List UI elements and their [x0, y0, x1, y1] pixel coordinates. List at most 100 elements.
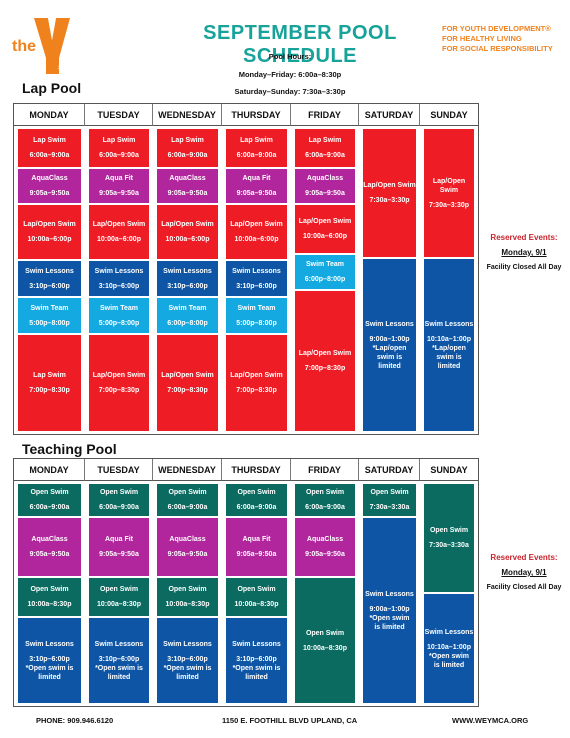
schedule-block: Lap/Open Swim 7:00p–8:30p	[88, 334, 150, 432]
block-time: 10:10a–1:00p	[427, 643, 471, 651]
block-activity: Lap/Open Swim	[161, 372, 214, 379]
block-time: 9:05a–9:50a	[167, 190, 208, 197]
block-activity: Aqua Fit	[242, 536, 271, 543]
block-time: 10:00a–8:30p	[165, 601, 210, 608]
block-activity: Lap/Open Swim	[298, 218, 352, 225]
schedule-block: Open Swim 10:00a–8:30p	[294, 577, 356, 704]
block-activity: Lap/Open Swim	[23, 221, 76, 228]
schedule-block: Swim Lessons 3:10p–6:00p *Open swim is lim…	[156, 617, 219, 704]
block-activity: Open Swim	[237, 489, 276, 496]
day-header-monday: MONDAY	[14, 104, 85, 126]
block-activity: Swim Lessons	[424, 320, 474, 328]
day-header-tuesday: TUESDAY	[85, 459, 153, 481]
schedule-block: Swim Team 5:00p–8:00p	[88, 297, 150, 334]
teaching-reserved-events: Reserved Events: Monday, 9/1 Facility Cl…	[480, 553, 568, 591]
block-note: *Lap/open swim is limited	[372, 344, 407, 370]
tagline-line: FOR YOUTH DEVELOPMENT®	[442, 24, 551, 33]
block-activity: Swim Team	[237, 304, 276, 312]
block-activity: AquaClass	[31, 536, 68, 543]
schedule-block: Lap/Open Swim 7:00p–8:30p	[156, 334, 219, 432]
schedule-block: Lap/Open Swim 10:00a–6:00p	[156, 204, 219, 260]
block-activity: Swim Lessons	[365, 590, 414, 598]
block-activity: Lap/Open Swim	[432, 177, 466, 194]
schedule-block: Lap/Open Swim 10:00a–6:00p	[225, 204, 288, 260]
block-activity: Lap/Open Swim	[161, 221, 214, 228]
block-time: 6:00a–9:00a	[167, 152, 208, 159]
lap-pool-schedule: MONDAY TUESDAY WEDNESDAY THURSDAY FRIDAY SATU…	[13, 103, 479, 435]
schedule-block: Lap Swim 6:00a–9:00a	[225, 128, 288, 168]
day-header-sunday: SUNDAY	[420, 459, 478, 481]
block-activity: Lap Swim	[33, 137, 66, 144]
block-activity: Open Swim	[30, 586, 69, 593]
lap-pool-title: Lap Pool	[22, 80, 82, 96]
block-activity: Swim Team	[100, 304, 138, 312]
block-activity: Lap Swim	[308, 137, 342, 144]
block-activity: Open Swim	[305, 489, 345, 496]
block-time: 3:10p–6:00p	[98, 282, 140, 290]
day-header-thursday: THURSDAY	[222, 104, 291, 126]
block-activity: AquaClass	[169, 536, 206, 543]
schedule-block: Open Swim 6:00a–9:00a	[88, 483, 150, 517]
schedule-block: Swim Team 6:00p–8:00p	[156, 297, 219, 334]
block-time: 10:00a–8:30p	[303, 644, 347, 652]
block-time: 3:10p–6:00p	[167, 282, 208, 290]
schedule-block: Swim Lessons 3:10p–6:00p	[88, 260, 150, 297]
block-time: 10:00a–6:00p	[165, 236, 210, 243]
block-activity: Swim Team	[306, 261, 344, 268]
block-activity: Aqua Fit	[105, 536, 133, 543]
schedule-block: Lap/Open Swim 7:30a–3:30p	[423, 128, 475, 258]
schedule-block: Lap Swim 7:00p–8:30p	[17, 334, 82, 432]
schedule-block: Open Swim 6:00a–9:00a	[156, 483, 219, 517]
block-activity: Lap/Open Swim	[92, 372, 146, 379]
schedule-block: Swim Lessons 10:10a–1:00p *Lap/open swim i…	[423, 258, 475, 432]
reserved-note: Facility Closed All Day	[486, 584, 562, 591]
block-time: 3:10p–6:00p	[236, 655, 277, 663]
schedule-block: AquaClass 9:05a–9:50a	[156, 517, 219, 577]
footer-address: 1150 E. FOOTHILL BLVD UPLAND, CA	[222, 716, 358, 725]
block-time: 6:00a–9:00a	[236, 504, 277, 511]
block-activity: AquaClass	[31, 175, 68, 182]
block-activity: Swim Lessons	[424, 628, 474, 636]
block-activity: Lap/Open Swim	[230, 372, 283, 379]
block-time: 10:00a–8:30p	[234, 601, 279, 608]
day-header-saturday: SATURDAY	[359, 104, 420, 126]
block-time: 5:00p–8:00p	[29, 319, 70, 327]
day-header-tuesday: TUESDAY	[85, 104, 153, 126]
block-time: 7:00p–8:30p	[236, 387, 277, 394]
block-time: 10:00a–8:30p	[97, 601, 141, 608]
block-activity: Lap/Open Swim	[298, 350, 352, 357]
schedule-block: AquaClass 9:05a–9:50a	[17, 168, 82, 204]
block-activity: Lap/Open Swim	[363, 182, 416, 189]
block-activity: Swim Lessons	[25, 640, 74, 648]
block-activity: Aqua Fit	[105, 175, 133, 182]
block-activity: Open Swim	[168, 586, 207, 593]
schedule-block: Swim Lessons 3:10p–6:00p	[225, 260, 288, 297]
block-time: 9:00a–1:00p	[369, 335, 410, 343]
block-time: 7:30a–3:30p	[428, 201, 470, 209]
block-time: 9:05a–9:50a	[236, 551, 277, 558]
schedule-block: Swim Lessons 9:00a–1:00p *Lap/open swim is…	[362, 258, 417, 432]
block-time: 6:00a–9:00a	[29, 504, 70, 511]
schedule-block: Lap/Open Swim 10:00a–6:00p	[17, 204, 82, 260]
block-time: 3:10p–6:00p	[98, 655, 140, 663]
block-time: 9:05a–9:50a	[305, 190, 345, 197]
page-title: SEPTEMBER POOL SCHEDULE	[203, 22, 397, 67]
block-activity: Swim Team	[30, 304, 69, 312]
schedule-block: Aqua Fit 9:05a–9:50a	[225, 168, 288, 204]
schedule-block: Lap/Open Swim 7:00p–8:30p	[225, 334, 288, 432]
reserved-heading: Reserved Events:	[490, 233, 558, 242]
schedule-block: Open Swim 10:00a–8:30p	[88, 577, 150, 617]
block-time: 9:05a–9:50a	[29, 551, 70, 558]
block-activity: Swim Lessons	[163, 640, 212, 648]
schedule-block: AquaClass 9:05a–9:50a	[156, 168, 219, 204]
block-time: 7:00p–8:30p	[98, 387, 140, 394]
footer-website: WWW.WEYMCA.ORG	[452, 716, 529, 725]
block-time: 3:10p–6:00p	[167, 655, 208, 663]
block-activity: Open Swim	[168, 489, 207, 496]
block-time: 5:00p–8:00p	[236, 319, 277, 327]
pool-hours-label: Pool Hours:	[268, 52, 312, 61]
lap-reserved-events: Reserved Events: Monday, 9/1 Facility Cl…	[480, 233, 568, 271]
schedule-block: Lap Swim 6:00a–9:00a	[294, 128, 356, 168]
block-time: 10:00a–6:00p	[97, 236, 141, 243]
block-activity: Lap/Open Swim	[230, 221, 283, 228]
